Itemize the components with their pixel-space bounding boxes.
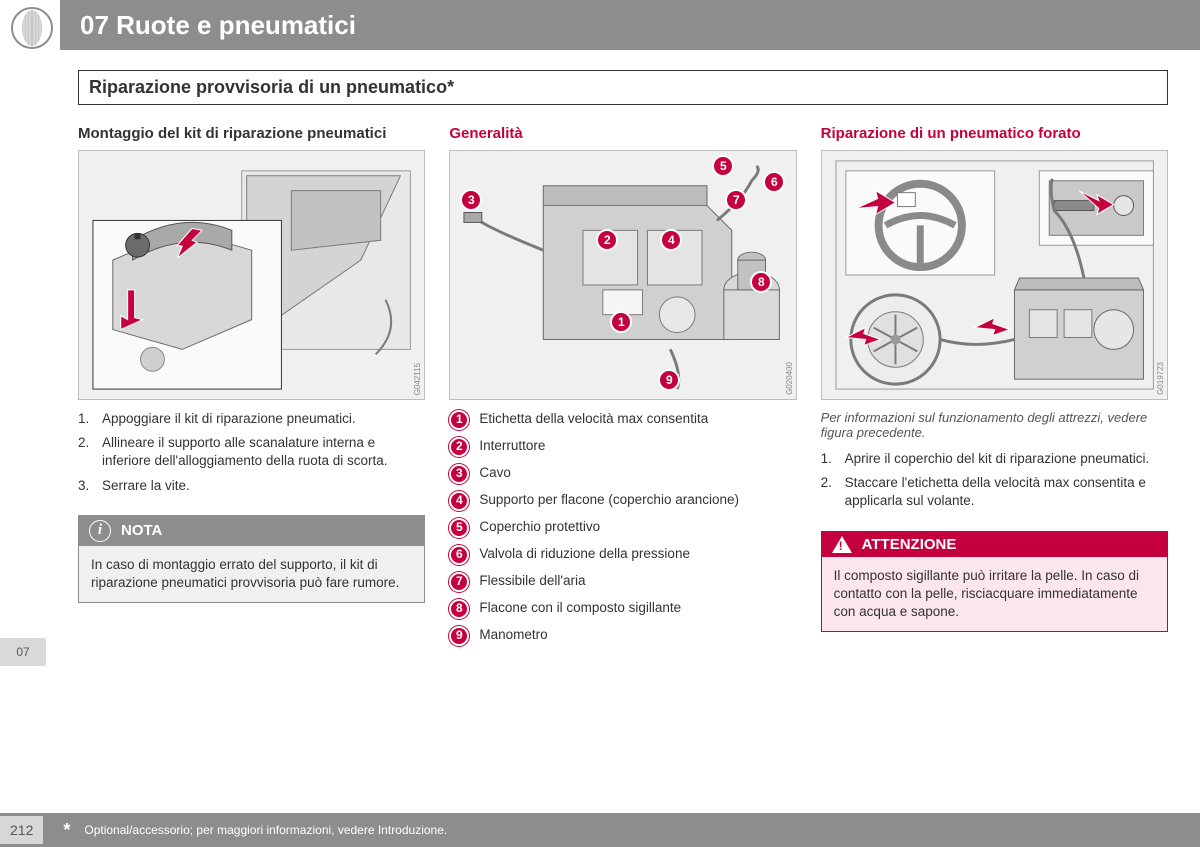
info-icon: i [89, 520, 111, 542]
legend-badge: 3 [449, 464, 469, 484]
legend-badge: 8 [449, 599, 469, 619]
legend-item: 9 Manometro [449, 626, 796, 646]
legend-text: Flessibile dell'aria [479, 572, 585, 590]
page-number: 212 [0, 816, 43, 844]
chapter-header: 07 Ruote e pneumatici [60, 0, 1200, 50]
legend-item: 5 Coperchio protettivo [449, 518, 796, 538]
legend-badge: 4 [449, 491, 469, 511]
note-header: i NOTA [79, 516, 424, 546]
side-tab: 07 [0, 638, 46, 666]
column-repair: Riparazione di un pneumatico forato [821, 125, 1168, 653]
legend-text: Flacone con il composto sigillante [479, 599, 681, 617]
section-title-box: Riparazione provvisoria di un pneumatico… [78, 70, 1168, 105]
step-item: Allineare il supporto alle scanalature i… [78, 434, 425, 470]
warning-body: Il composto sigillante può irritare la p… [822, 557, 1167, 632]
legend-item: 2 Interruttore [449, 437, 796, 457]
column-overview: Generalità [449, 125, 796, 653]
asterisk-icon: * [63, 820, 70, 841]
figure-kit-overview: 1 2 3 4 5 6 7 8 9 G020400 [449, 150, 796, 400]
figure-caption: Per informazioni sul funzionamento degli… [821, 410, 1168, 440]
note-box: i NOTA In caso di montaggio errato del s… [78, 515, 425, 603]
footer-note: Optional/accessorio; per maggiori inform… [84, 823, 447, 837]
legend-badge: 6 [449, 545, 469, 565]
legend-item: 1 Etichetta della velocità max consentita [449, 410, 796, 430]
col2-heading: Generalità [449, 125, 796, 142]
figure-id: G042115 [413, 363, 422, 395]
step-item: Appoggiare il kit di riparazione pneumat… [78, 410, 425, 428]
legend-text: Valvola di riduzione della pressione [479, 545, 690, 563]
legend-item: 8 Flacone con il composto sigillante [449, 599, 796, 619]
warning-box: ATTENZIONE Il composto sigillante può ir… [821, 531, 1168, 633]
step-item: Staccare l'etichetta della velocità max … [821, 474, 1168, 510]
legend-text: Etichetta della velocità max consentita [479, 410, 708, 428]
figure-mounting-kit: G042115 [78, 150, 425, 400]
warning-icon [832, 536, 852, 553]
legend-badge: 5 [449, 518, 469, 538]
figure-id: G020400 [785, 362, 794, 395]
legend-badge: 1 [449, 410, 469, 430]
figure-id: G019723 [1156, 362, 1165, 395]
mounting-steps: Appoggiare il kit di riparazione pneumat… [78, 410, 425, 501]
legend-text: Supporto per flacone (coperchio arancion… [479, 491, 739, 509]
chapter-icon [10, 6, 54, 50]
note-body: In caso di montaggio errato del supporto… [79, 546, 424, 602]
note-title: NOTA [121, 522, 162, 539]
warning-title: ATTENZIONE [862, 536, 957, 553]
section-title: Riparazione provvisoria di un pneumatico… [89, 77, 1157, 98]
legend-item: 7 Flessibile dell'aria [449, 572, 796, 592]
legend-badge: 7 [449, 572, 469, 592]
col1-heading: Montaggio del kit di riparazione pneumat… [78, 125, 425, 142]
figure-flat-repair: G019723 [821, 150, 1168, 400]
legend-text: Coperchio protettivo [479, 518, 600, 536]
step-item: Serrare la vite. [78, 477, 425, 495]
legend-text: Interruttore [479, 437, 545, 455]
legend-item: 4 Supporto per flacone (coperchio arancio… [449, 491, 796, 511]
column-mounting: Montaggio del kit di riparazione pneumat… [78, 125, 425, 653]
legend-badge: 9 [449, 626, 469, 646]
col3-heading: Riparazione di un pneumatico forato [821, 125, 1168, 142]
legend-badge: 2 [449, 437, 469, 457]
step-item: Aprire il coperchio del kit di riparazio… [821, 450, 1168, 468]
legend-list: 1 Etichetta della velocità max consentita… [449, 410, 796, 653]
legend-item: 6 Valvola di riduzione della pressione [449, 545, 796, 565]
page-footer: 212 * Optional/accessorio; per maggiori … [0, 813, 1200, 847]
legend-text: Cavo [479, 464, 511, 482]
legend-text: Manometro [479, 626, 547, 644]
chapter-title: 07 Ruote e pneumatici [80, 10, 356, 41]
warning-header: ATTENZIONE [822, 532, 1167, 557]
repair-steps: Aprire il coperchio del kit di riparazio… [821, 450, 1168, 517]
legend-item: 3 Cavo [449, 464, 796, 484]
